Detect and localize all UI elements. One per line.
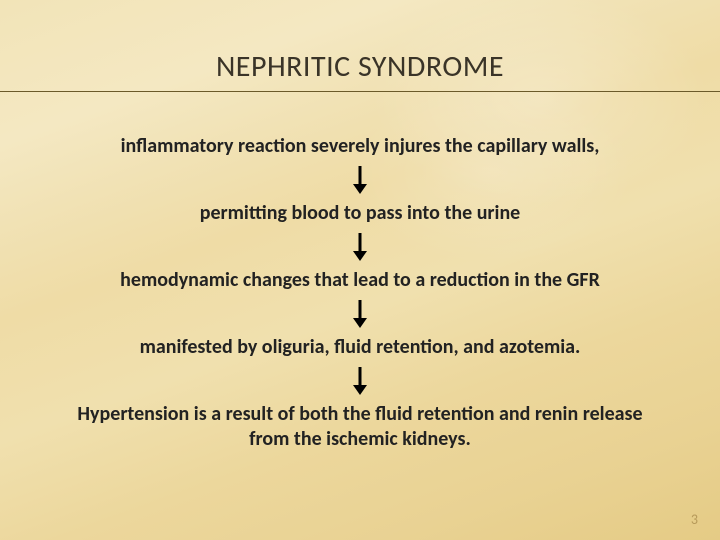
slide-title: NEPHRITIC SYNDROME [60, 48, 660, 85]
flow-step-5: Hypertension is a result of both the flu… [60, 402, 660, 452]
arrow-down-icon [352, 299, 368, 329]
flow-step-3: hemodynamic changes that lead to a reduc… [120, 268, 600, 293]
slide-container: NEPHRITIC SYNDROME inflammatory reaction… [0, 0, 720, 540]
flow-step-4: manifested by oliguria, fluid retention,… [140, 335, 581, 360]
arrow-down-icon [352, 232, 368, 262]
arrow-down-icon [352, 366, 368, 396]
flow-step-2: permitting blood to pass into the urine [200, 201, 521, 226]
page-number: 3 [691, 511, 698, 528]
arrow-down-icon [352, 165, 368, 195]
flow-step-1: inflammatory reaction severely injures t… [121, 134, 600, 159]
flow-diagram: inflammatory reaction severely injures t… [60, 92, 660, 510]
